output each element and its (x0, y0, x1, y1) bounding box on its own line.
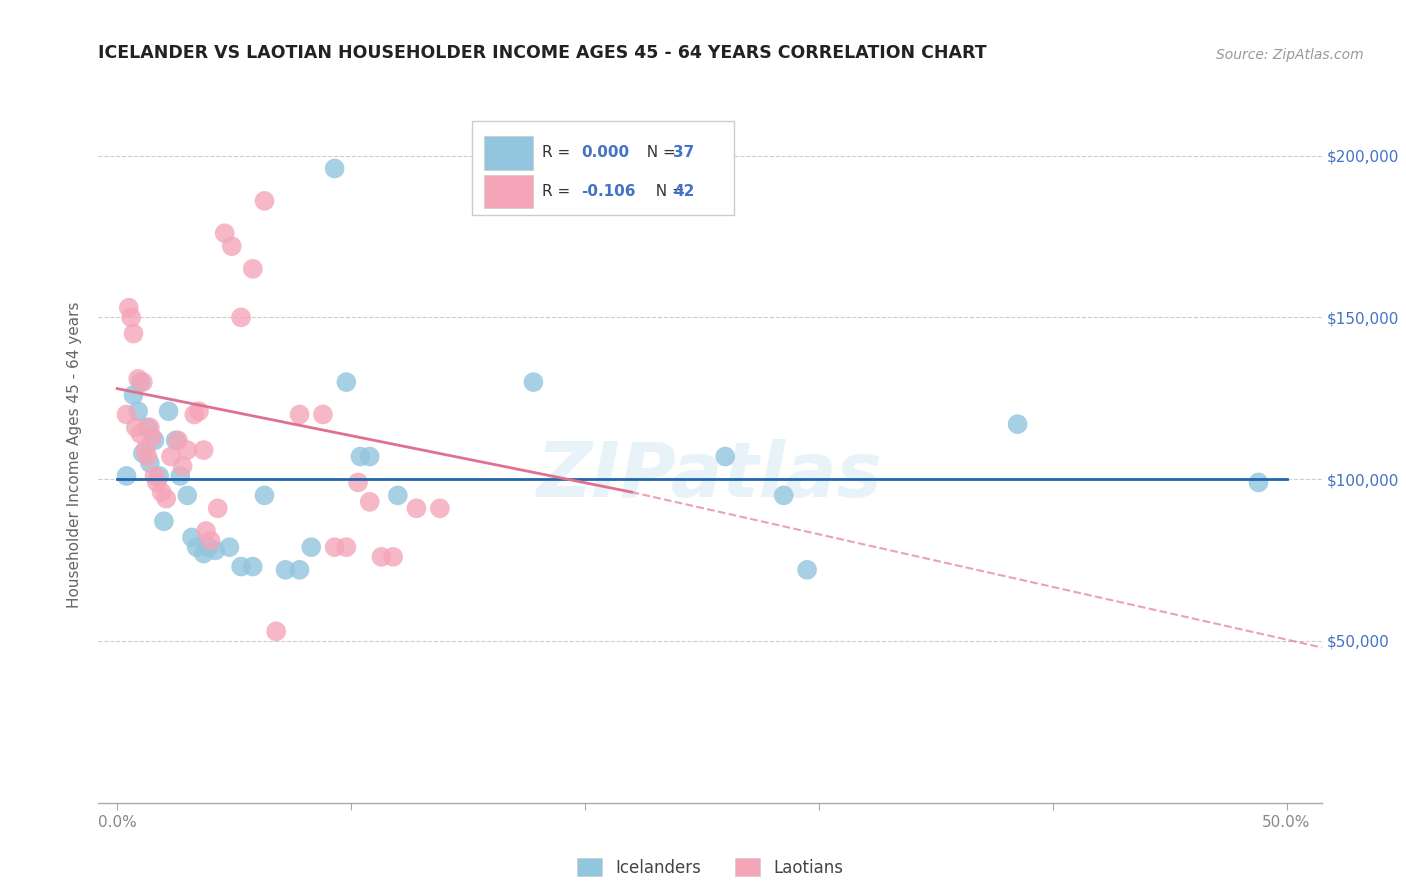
Point (122, 326, 145, 341)
Point (127, 372, 149, 386)
Point (200, 533, 222, 548)
Point (181, 531, 204, 545)
Point (146, 475, 169, 490)
Point (176, 488, 198, 502)
Text: ZIPatlas: ZIPatlas (537, 439, 883, 513)
Point (387, 488, 409, 502)
Point (155, 491, 177, 506)
Point (132, 446, 155, 460)
Point (141, 430, 163, 444)
Text: 0.000: 0.000 (582, 145, 630, 161)
FancyBboxPatch shape (484, 136, 533, 169)
Text: R =: R = (543, 184, 575, 199)
Point (214, 226, 236, 240)
Point (160, 450, 183, 464)
Point (136, 450, 159, 464)
Point (127, 404, 149, 418)
Point (253, 194, 276, 208)
Text: 42: 42 (673, 184, 695, 199)
Point (242, 559, 264, 574)
Y-axis label: Householder Income Ages 45 - 64 years: Householder Income Ages 45 - 64 years (67, 301, 83, 608)
Point (323, 540, 346, 554)
Point (122, 388, 145, 402)
Point (229, 559, 252, 574)
Point (134, 443, 156, 458)
Point (522, 375, 544, 389)
Point (193, 547, 215, 561)
Point (335, 375, 357, 389)
Legend: Icelanders, Laotians: Icelanders, Laotians (569, 849, 851, 885)
Text: Source: ZipAtlas.com: Source: ZipAtlas.com (1216, 48, 1364, 62)
Text: ICELANDER VS LAOTIAN HOUSEHOLDER INCOME AGES 45 - 64 YEARS CORRELATION CHART: ICELANDER VS LAOTIAN HOUSEHOLDER INCOME … (98, 45, 987, 62)
Point (204, 543, 226, 558)
Point (1007, 417, 1029, 432)
Point (172, 459, 194, 474)
Point (139, 456, 162, 470)
Point (153, 514, 176, 528)
Point (323, 161, 346, 176)
Text: N =: N = (637, 145, 681, 161)
Point (221, 239, 243, 253)
Point (115, 408, 138, 422)
Point (143, 434, 166, 448)
FancyBboxPatch shape (484, 175, 533, 208)
Point (176, 443, 198, 458)
Point (129, 426, 152, 441)
Point (197, 540, 219, 554)
Point (714, 450, 737, 464)
Text: R =: R = (543, 145, 575, 161)
Point (429, 501, 451, 516)
Point (183, 408, 205, 422)
Point (150, 485, 173, 500)
Point (132, 375, 155, 389)
Point (288, 408, 311, 422)
Point (115, 469, 138, 483)
Text: -0.106: -0.106 (582, 184, 636, 199)
Point (148, 469, 170, 483)
Point (118, 301, 141, 315)
Text: N =: N = (647, 184, 690, 199)
Point (195, 524, 218, 538)
Point (143, 469, 166, 483)
Point (1247, 475, 1270, 490)
Point (157, 404, 180, 418)
Point (253, 488, 276, 502)
Point (242, 261, 264, 276)
Point (169, 469, 191, 483)
Point (299, 540, 322, 554)
Point (165, 434, 187, 448)
Point (264, 624, 287, 639)
Point (370, 549, 392, 564)
Point (349, 450, 371, 464)
Point (312, 408, 335, 422)
Point (347, 475, 370, 490)
Point (188, 404, 211, 418)
FancyBboxPatch shape (471, 121, 734, 215)
Point (796, 563, 818, 577)
Point (382, 549, 405, 564)
Point (129, 375, 152, 389)
Point (772, 488, 794, 502)
Point (359, 495, 381, 509)
Text: 37: 37 (673, 145, 695, 161)
Point (186, 540, 208, 554)
Point (335, 540, 357, 554)
Point (274, 563, 297, 577)
Point (125, 420, 148, 434)
Point (139, 420, 162, 434)
Point (218, 540, 240, 554)
Point (288, 563, 311, 577)
Point (359, 450, 381, 464)
Point (207, 501, 229, 516)
Point (229, 310, 252, 325)
Point (120, 310, 142, 325)
Point (405, 501, 427, 516)
Point (193, 443, 215, 458)
Point (167, 434, 190, 448)
Point (136, 420, 159, 434)
